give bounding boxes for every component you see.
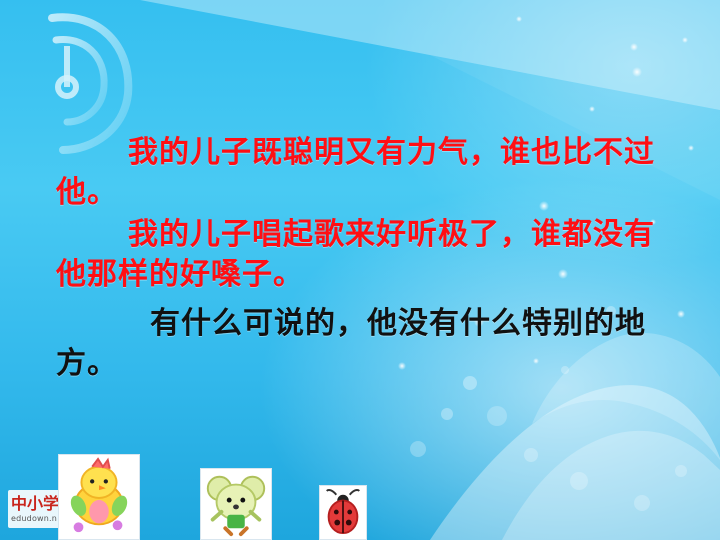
- paragraph-1-text: 我的儿子既聪明又有力气，谁也比不过他。: [56, 135, 655, 210]
- paragraph-2-text: 我的儿子唱起歌来好听极了，谁都没有他那样的好嗓子。: [56, 217, 655, 292]
- site-watermark: [8, 490, 64, 528]
- paragraph-3-text: 有什么可说的，他没有什么特别的地方。: [56, 306, 646, 381]
- poem-line-group-1: 我的儿子既聪明又有力气，谁也比不过他。: [56, 133, 676, 213]
- swirl-logo: [48, 13, 133, 154]
- mouse-cartoon-image: [200, 468, 272, 540]
- chick-icon: [59, 455, 139, 539]
- ladybug-cartoon-image: [319, 485, 367, 540]
- mouse-icon: [201, 469, 271, 539]
- ladybug-icon: [320, 486, 366, 539]
- watermark-logo-text: 中小学: [11, 494, 60, 513]
- poem-line-group-2: 我的儿子唱起歌来好听极了，谁都没有他那样的好嗓子。: [56, 215, 676, 295]
- chick-cartoon-image: [58, 454, 140, 540]
- watermark-url-text: edudown.n: [11, 514, 58, 523]
- poem-line-group-3: 有什么可说的，他没有什么特别的地方。: [56, 304, 676, 384]
